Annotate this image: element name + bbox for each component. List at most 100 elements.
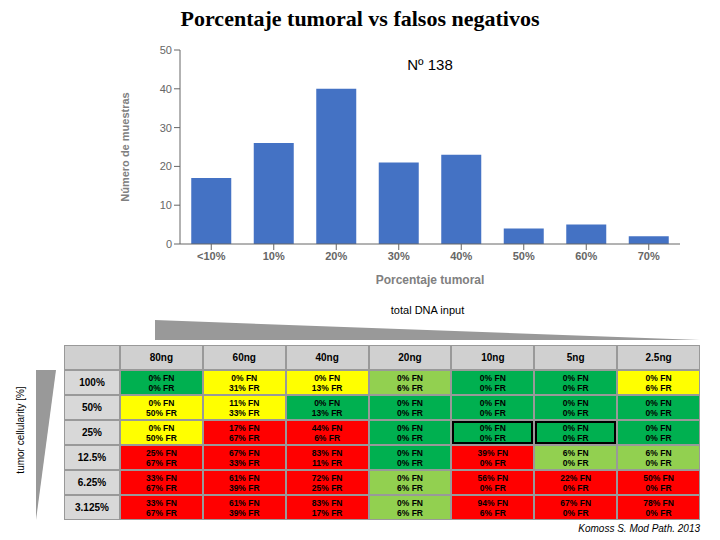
svg-text:50: 50 — [160, 44, 172, 56]
html-text:0% FR: 0% FR — [562, 382, 589, 393]
svg-text:20%: 20% — [325, 250, 347, 262]
html-text:total DNA input: total DNA input — [390, 304, 465, 316]
html-text:0% FN: 0% FN — [397, 472, 423, 483]
html-text:0% FR: 0% FR — [479, 457, 506, 468]
html-text:6.25%: 6.25% — [77, 477, 107, 488]
html-text:100%: 100% — [79, 377, 105, 388]
html-text:0% FN: 0% FN — [397, 422, 423, 433]
html-text:0% FN: 0% FN — [231, 372, 258, 383]
html-text:83% FN: 83% FN — [311, 447, 343, 458]
html-text:6% FN: 6% FN — [645, 447, 672, 458]
html-text:20ng: 20ng — [398, 352, 422, 363]
html-text:25%: 25% — [82, 427, 102, 438]
svg-text:20: 20 — [160, 160, 172, 172]
html-text:0% FN: 0% FN — [562, 422, 589, 433]
html-text:0% FR: 0% FR — [645, 432, 672, 443]
html-text:11% FN: 11% FN — [229, 397, 260, 408]
svg-text:40%: 40% — [450, 250, 472, 262]
html-text:10ng: 10ng — [481, 352, 505, 363]
html-text:44% FN: 44% FN — [311, 422, 343, 433]
html-text:0% FN: 0% FN — [479, 422, 506, 433]
html-text:0% FN: 0% FN — [148, 397, 175, 408]
html-text:0% FR: 0% FR — [148, 382, 175, 393]
html-text:0% FN: 0% FN — [645, 397, 672, 408]
html-text:0% FR: 0% FR — [562, 482, 589, 493]
svg-text:0: 0 — [166, 238, 172, 250]
html-text:67% FR: 67% FR — [228, 432, 260, 443]
svg-text:40: 40 — [160, 83, 172, 95]
svg-text:Número de muestras: Número de muestras — [119, 92, 131, 201]
html-text:0% FN: 0% FN — [314, 397, 341, 408]
html-text:67% FN: 67% FN — [228, 447, 260, 458]
html-text:61% FN: 61% FN — [228, 472, 260, 483]
html-text:0% FN: 0% FN — [148, 372, 175, 383]
html-text:0% FN: 0% FN — [397, 372, 423, 383]
html-text:Nº 138: Nº 138 — [407, 56, 453, 73]
html-text:0% FN: 0% FN — [479, 397, 506, 408]
html-text:33% FR: 33% FR — [228, 457, 260, 468]
html-text:31% FR: 31% FR — [228, 382, 260, 393]
html-text:0% FN: 0% FN — [645, 422, 672, 433]
html-text:0% FN: 0% FN — [397, 397, 423, 408]
html-text:0% FR: 0% FR — [562, 432, 589, 443]
html-text:5ng: 5ng — [566, 352, 585, 363]
html-text:33% FR: 33% FR — [228, 407, 260, 418]
html-text:2.5ng: 2.5ng — [645, 352, 672, 363]
html-text:6% FN: 6% FN — [562, 447, 589, 458]
html-text:33% FN: 33% FN — [146, 472, 177, 483]
html-text:50%: 50% — [82, 402, 102, 413]
html-text:0% FR: 0% FR — [562, 407, 589, 418]
svg-text:60%: 60% — [575, 250, 597, 262]
html-text:6% FR: 6% FR — [397, 482, 423, 493]
html-text:72% FN: 72% FN — [311, 472, 343, 483]
html-text:0% FR: 0% FR — [479, 382, 506, 393]
html-text:0% FN: 0% FN — [562, 372, 589, 383]
html-text:39% FR: 39% FR — [228, 482, 260, 493]
html-text:0% FR: 0% FR — [397, 457, 423, 468]
html-text:17% FN: 17% FN — [228, 422, 260, 433]
html-text:25% FR: 25% FR — [311, 482, 343, 493]
html-text:67% FR: 67% FR — [146, 482, 177, 493]
html-text:0% FN: 0% FN — [645, 372, 672, 383]
svg-text:10%: 10% — [263, 250, 285, 262]
html-text:11% FR: 11% FR — [312, 457, 343, 468]
html-text:60ng: 60ng — [232, 352, 256, 363]
html-text:6% FR: 6% FR — [397, 382, 423, 393]
html-text:56% FN: 56% FN — [477, 472, 509, 483]
html-text:67% FR: 67% FR — [146, 457, 177, 468]
html-text:0% FN: 0% FN — [562, 397, 589, 408]
html-text:22% FN: 22% FN — [560, 472, 592, 483]
svg-text:30%: 30% — [388, 250, 410, 262]
html-text:13% FR: 13% FR — [311, 407, 343, 418]
html-text:0% FR: 0% FR — [479, 432, 506, 443]
svg-text:50%: 50% — [513, 250, 535, 262]
html-text:0% FR: 0% FR — [645, 407, 672, 418]
html-text:0% FR: 0% FR — [645, 457, 672, 468]
svg-text:<10%: <10% — [197, 250, 226, 262]
svg-text:70%: 70% — [638, 250, 660, 262]
html-text:50% FR: 50% FR — [146, 432, 177, 443]
html-text:12.5%: 12.5% — [77, 452, 107, 463]
html-text:0% FN: 0% FN — [314, 372, 341, 383]
svg-text:30: 30 — [160, 122, 172, 134]
html-text:80ng: 80ng — [149, 352, 174, 363]
html-text:0% FN: 0% FN — [479, 372, 506, 383]
html-text:0% FR: 0% FR — [397, 407, 423, 418]
html-text:0% FR: 0% FR — [479, 482, 506, 493]
html-text:0% FN: 0% FN — [148, 422, 175, 433]
html-text:25% FN: 25% FN — [146, 447, 177, 458]
html-text:6% FR: 6% FR — [645, 382, 672, 393]
html-text:0% FR: 0% FR — [562, 457, 589, 468]
html-text:0% FR: 0% FR — [397, 432, 423, 443]
html-text:0% FN: 0% FN — [397, 447, 423, 458]
html-text:0% FR: 0% FR — [479, 407, 506, 418]
html-text:13% FR: 13% FR — [311, 382, 343, 393]
html-text:tumor cellularity [%]: tumor cellularity [%] — [14, 386, 26, 474]
svg-text:10: 10 — [160, 199, 172, 211]
html-text:6% FR: 6% FR — [314, 432, 341, 443]
svg-text:Porcentaje tumoral: Porcentaje tumoral — [376, 273, 485, 287]
html-text:40ng: 40ng — [315, 352, 339, 363]
html-text:50% FR: 50% FR — [146, 407, 177, 418]
html-text:Porcentaje tumoral vs falsos n: Porcentaje tumoral vs falsos negativos — [180, 6, 540, 31]
html-text:39% FN: 39% FN — [477, 447, 509, 458]
